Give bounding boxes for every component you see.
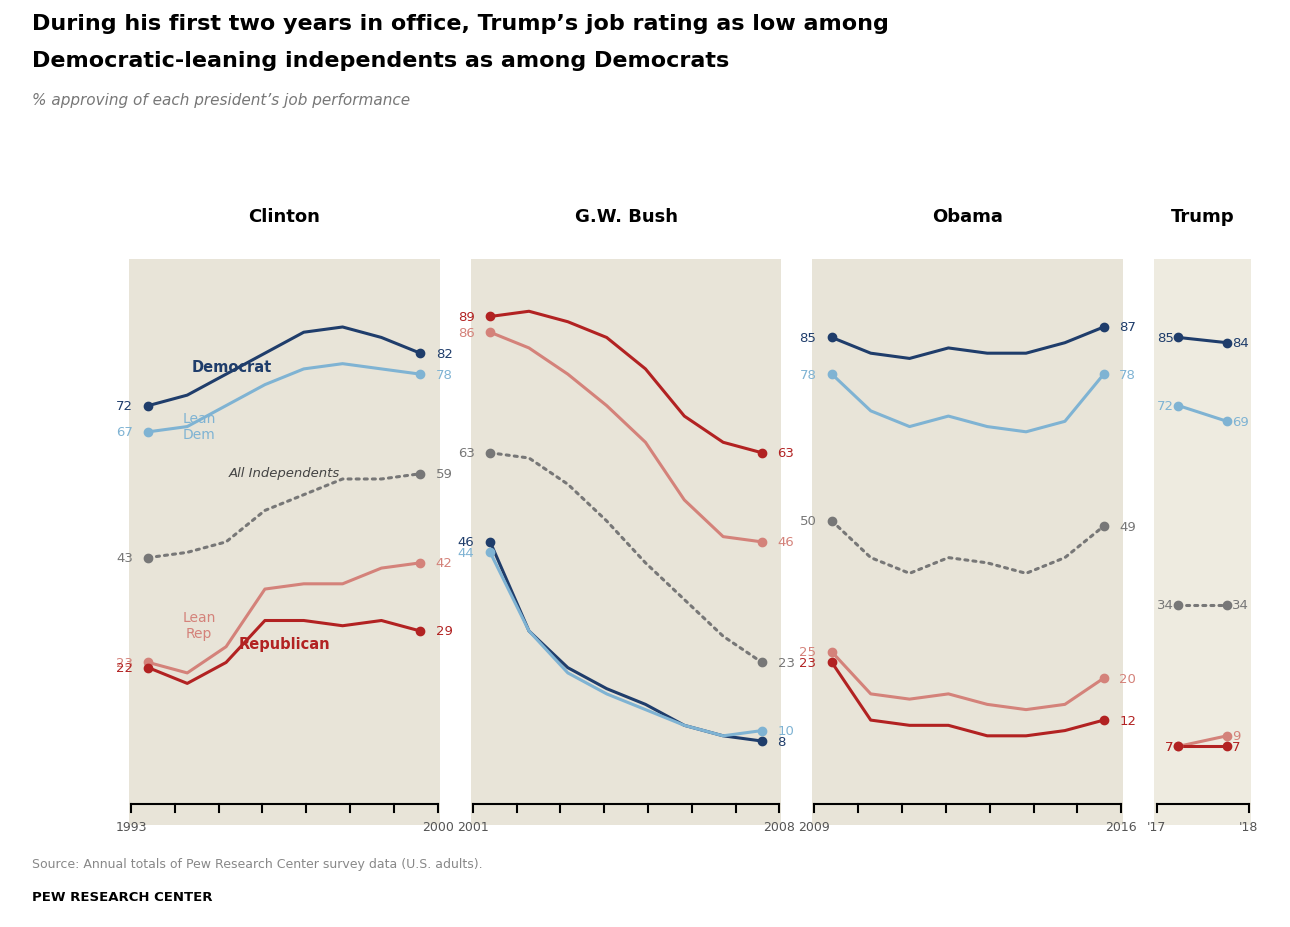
Text: 72: 72 <box>1157 400 1174 413</box>
Text: 78: 78 <box>436 368 453 381</box>
Text: 78: 78 <box>1120 368 1136 381</box>
Text: 2009: 2009 <box>799 819 831 832</box>
Text: 43: 43 <box>116 552 133 565</box>
Text: 12: 12 <box>1120 714 1136 727</box>
Text: '17: '17 <box>1147 819 1166 832</box>
Text: Trump: Trump <box>1171 208 1235 225</box>
Text: 85: 85 <box>1157 332 1174 345</box>
Text: 7: 7 <box>1165 740 1174 753</box>
Text: G.W. Bush: G.W. Bush <box>574 208 677 225</box>
Text: 34: 34 <box>1232 599 1249 612</box>
Text: 2016: 2016 <box>1106 819 1136 832</box>
Text: Lean
Dem: Lean Dem <box>182 412 215 441</box>
Text: 42: 42 <box>436 557 453 570</box>
Text: 2000: 2000 <box>422 819 454 832</box>
Text: 20: 20 <box>1120 672 1136 685</box>
Text: 86: 86 <box>458 326 475 339</box>
Text: Democratic-leaning independents as among Democrats: Democratic-leaning independents as among… <box>32 51 730 71</box>
Text: 22: 22 <box>116 662 133 675</box>
Text: 63: 63 <box>778 447 795 460</box>
Text: 7: 7 <box>1165 740 1174 753</box>
Text: 78: 78 <box>800 368 817 381</box>
Text: 46: 46 <box>778 536 795 549</box>
Text: All Independents: All Independents <box>228 466 341 479</box>
Text: 84: 84 <box>1232 337 1249 349</box>
Text: Republican: Republican <box>239 637 330 652</box>
Text: 29: 29 <box>436 625 453 638</box>
Text: 23: 23 <box>778 656 795 669</box>
Text: 25: 25 <box>800 646 817 659</box>
Text: 2001: 2001 <box>457 819 489 832</box>
Text: 89: 89 <box>458 311 475 324</box>
Text: 69: 69 <box>1232 415 1249 428</box>
Text: Lean
Rep: Lean Rep <box>182 610 215 641</box>
Text: 82: 82 <box>436 348 453 361</box>
Text: 49: 49 <box>1120 520 1136 533</box>
Text: PEW RESEARCH CENTER: PEW RESEARCH CENTER <box>32 890 213 903</box>
Text: 9: 9 <box>1232 730 1240 743</box>
Text: 50: 50 <box>800 514 817 527</box>
Text: 85: 85 <box>800 332 817 345</box>
Text: 63: 63 <box>458 447 475 460</box>
Text: 8: 8 <box>778 735 786 748</box>
Text: 2008: 2008 <box>764 819 796 832</box>
Text: 44: 44 <box>458 546 475 559</box>
Text: Democrat: Democrat <box>191 360 271 375</box>
Text: 23: 23 <box>116 656 133 669</box>
Text: '18: '18 <box>1240 819 1259 832</box>
Text: During his first two years in office, Trump’s job rating as low among: During his first two years in office, Tr… <box>32 14 889 34</box>
Text: 72: 72 <box>116 400 133 413</box>
Text: 87: 87 <box>1120 321 1136 334</box>
Text: 23: 23 <box>800 656 817 669</box>
Text: 34: 34 <box>1157 599 1174 612</box>
Text: 7: 7 <box>1232 740 1241 753</box>
Text: 10: 10 <box>778 724 795 737</box>
Text: Obama: Obama <box>933 208 1004 225</box>
Text: % approving of each president’s job performance: % approving of each president’s job perf… <box>32 93 410 108</box>
Text: 46: 46 <box>458 536 475 549</box>
Text: 67: 67 <box>116 425 133 438</box>
Text: 1993: 1993 <box>115 819 147 832</box>
Text: Source: Annual totals of Pew Research Center survey data (U.S. adults).: Source: Annual totals of Pew Research Ce… <box>32 857 482 870</box>
Text: Clinton: Clinton <box>249 208 320 225</box>
Text: 59: 59 <box>436 468 453 481</box>
